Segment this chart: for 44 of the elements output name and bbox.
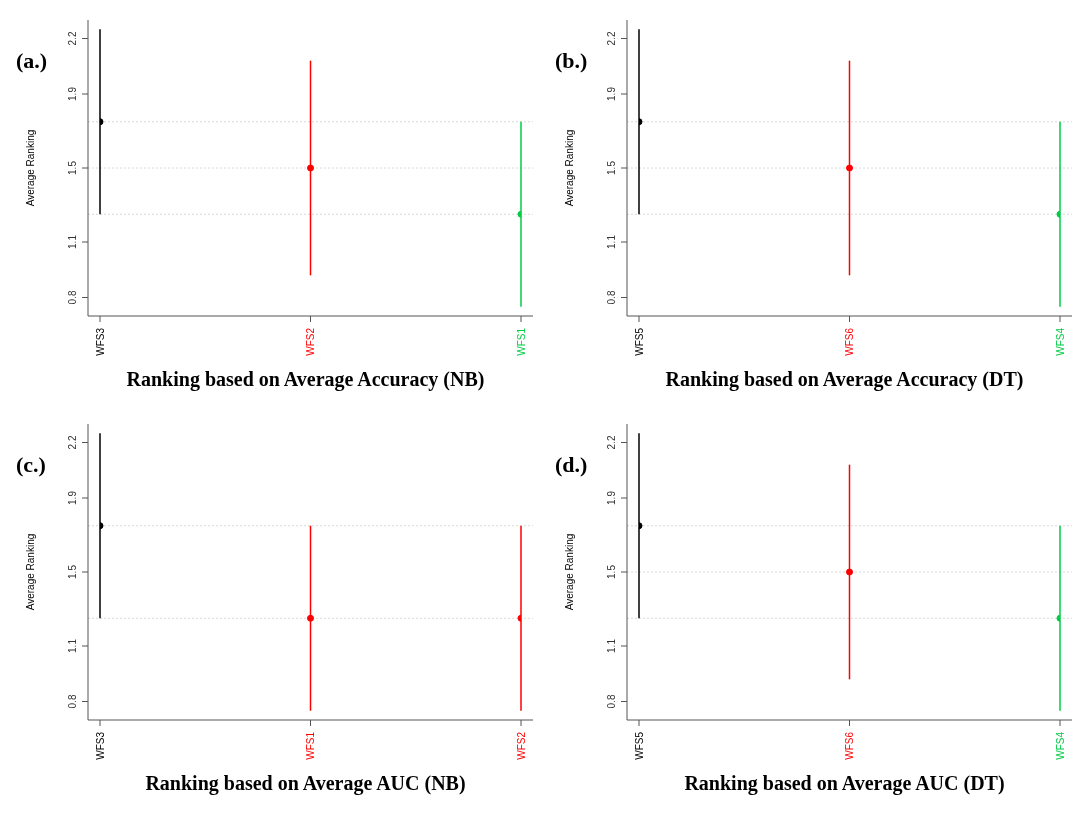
x-tick-label: WFS1 [515, 327, 527, 356]
y-tick-label: 1.1 [67, 234, 78, 249]
y-tick-label: 1.5 [606, 564, 617, 579]
x-axis-title: Ranking based on Average AUC (DT) [683, 772, 1006, 795]
y-tick-label: 1.1 [606, 234, 617, 249]
x-tick-label: WFS5 [633, 731, 645, 760]
x-tick-label: WFS1 [305, 731, 316, 760]
text: (a.) [16, 48, 48, 74]
x-axis-title: Ranking based on Average Accuracy (DT) [664, 368, 1025, 391]
x-axis-title: Ranking based on Average Accuracy (NB) [125, 368, 486, 391]
y-tick-label: 1.5 [67, 564, 78, 579]
x-tick-label: WFS5 [633, 327, 645, 356]
y-tick-label: 0.8 [606, 694, 617, 709]
y-tick-label: 1.1 [606, 638, 617, 653]
x-tick-label: WFS3 [94, 731, 106, 760]
y-tick-label: 2.2 [606, 31, 617, 46]
y-tick-label: 1.9 [67, 86, 78, 101]
y-axis-title: Average Ranking [24, 129, 36, 207]
y-tick-label: 2.2 [606, 435, 617, 450]
y-tick-label: 1.9 [67, 490, 78, 505]
y-tick-label: 1.5 [67, 160, 78, 175]
x-tick-label: WFS6 [844, 731, 855, 760]
y-axis-title: Average Ranking [563, 129, 575, 207]
y-tick-label: 2.2 [67, 435, 78, 450]
x-tick-label: WFS4 [1054, 327, 1066, 356]
y-axis-title: Average Ranking [563, 533, 575, 611]
y-tick-label: 1.5 [606, 160, 617, 175]
text: (d.) [555, 452, 588, 478]
y-tick-label: 0.8 [606, 290, 617, 305]
text: (c.) [16, 452, 46, 478]
y-tick-label: 0.8 [67, 290, 78, 305]
y-tick-label: 2.2 [67, 31, 78, 46]
x-tick-label: WFS3 [94, 327, 106, 356]
text: (b.) [555, 48, 588, 74]
y-tick-label: 0.8 [67, 694, 78, 709]
x-tick-label: WFS4 [1054, 731, 1066, 760]
y-axis-title: Average Ranking [24, 533, 36, 611]
x-tick-label: WFS2 [515, 731, 527, 760]
x-tick-label: WFS6 [844, 327, 855, 356]
x-axis-title: Ranking based on Average AUC (NB) [144, 772, 467, 795]
y-tick-label: 1.9 [606, 86, 617, 101]
x-tick-label: WFS2 [305, 327, 316, 356]
y-tick-label: 1.9 [606, 490, 617, 505]
y-tick-label: 1.1 [67, 638, 78, 653]
